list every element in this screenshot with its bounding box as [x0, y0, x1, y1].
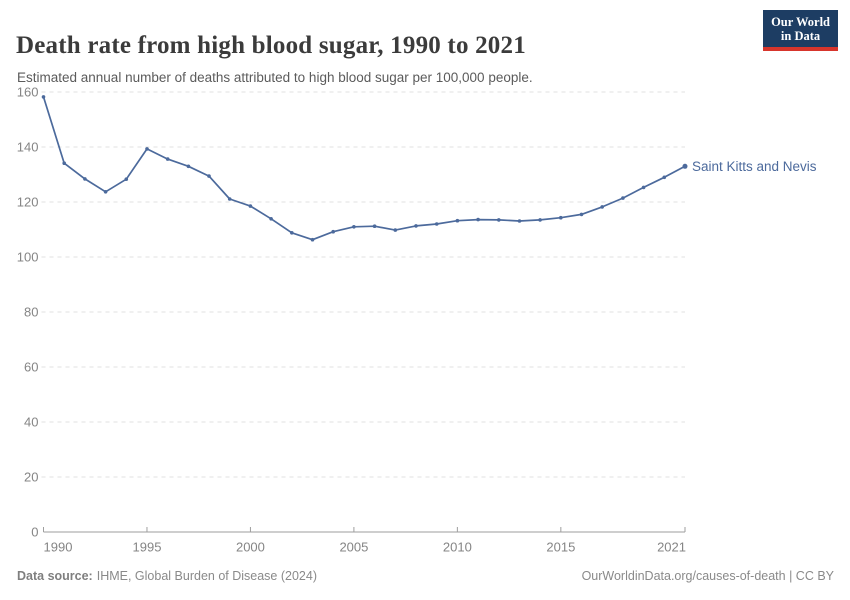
- chart-footer: Data source: IHME, Global Burden of Disea…: [17, 568, 834, 584]
- data-point[interactable]: [227, 197, 232, 201]
- y-axis-tick-label: 20: [24, 470, 38, 485]
- data-point[interactable]: [538, 218, 542, 222]
- y-axis-tick-label: 120: [17, 195, 39, 210]
- data-point[interactable]: [310, 237, 315, 242]
- data-point[interactable]: [393, 228, 398, 232]
- data-point[interactable]: [352, 225, 356, 229]
- x-axis-tick-label: 1995: [133, 540, 162, 555]
- data-source-label: Data source:: [17, 569, 93, 583]
- data-point[interactable]: [682, 163, 688, 169]
- y-axis-tick-label: 80: [24, 305, 38, 320]
- x-axis-tick-label: 2010: [443, 540, 472, 555]
- data-point[interactable]: [145, 147, 149, 151]
- data-point[interactable]: [434, 222, 439, 226]
- data-point[interactable]: [207, 174, 211, 178]
- data-point[interactable]: [248, 204, 253, 208]
- data-point[interactable]: [165, 157, 170, 161]
- data-point[interactable]: [290, 231, 294, 235]
- series-line[interactable]: [42, 96, 686, 241]
- x-axis-tick-label: 2000: [236, 540, 265, 555]
- data-point[interactable]: [41, 95, 46, 99]
- x-axis-tick-label: 1990: [44, 540, 73, 555]
- data-point[interactable]: [600, 205, 604, 209]
- owid-logo[interactable]: Our World in Data: [763, 10, 838, 51]
- data-source: Data source: IHME, Global Burden of Disea…: [17, 568, 317, 584]
- x-axis-tick-label: 2021: [657, 540, 686, 555]
- data-point[interactable]: [414, 224, 418, 228]
- data-point[interactable]: [497, 218, 501, 222]
- data-point[interactable]: [62, 161, 66, 165]
- data-point[interactable]: [103, 190, 108, 194]
- attribution-link[interactable]: OurWorldinData.org/causes-of-death | CC …: [581, 569, 834, 583]
- data-point[interactable]: [579, 212, 584, 217]
- data-point[interactable]: [83, 177, 87, 181]
- x-axis-tick-label: 2015: [546, 540, 575, 555]
- series-entity-label[interactable]: Saint Kitts and Nevis: [692, 159, 817, 174]
- data-point[interactable]: [476, 217, 480, 222]
- y-axis-tick-label: 40: [24, 415, 38, 430]
- y-axis-tick-label: 60: [24, 360, 38, 375]
- y-axis-tick-label: 140: [17, 140, 39, 155]
- data-point[interactable]: [455, 218, 460, 223]
- data-point[interactable]: [641, 185, 646, 190]
- data-point[interactable]: [662, 175, 667, 180]
- data-point[interactable]: [124, 177, 129, 181]
- data-point[interactable]: [186, 164, 191, 169]
- chart-subtitle: Estimated annual number of deaths attrib…: [17, 69, 533, 85]
- chart-title: Death rate from high blood sugar, 1990 t…: [16, 31, 526, 59]
- data-point[interactable]: [517, 219, 522, 223]
- x-axis-tick-label: 2005: [339, 540, 368, 555]
- data-point[interactable]: [559, 215, 563, 220]
- data-point[interactable]: [331, 229, 336, 234]
- data-point[interactable]: [269, 217, 273, 221]
- owid-logo-line1: Our World: [771, 15, 830, 29]
- data-source-text: IHME, Global Burden of Disease (2024): [96, 569, 317, 583]
- y-axis-tick-label: 0: [31, 525, 38, 540]
- owid-logo-line2: in Data: [780, 29, 821, 43]
- data-point[interactable]: [372, 224, 377, 228]
- data-point[interactable]: [621, 196, 625, 200]
- y-axis-tick-label: 160: [17, 85, 39, 100]
- y-axis-tick-label: 100: [17, 250, 39, 265]
